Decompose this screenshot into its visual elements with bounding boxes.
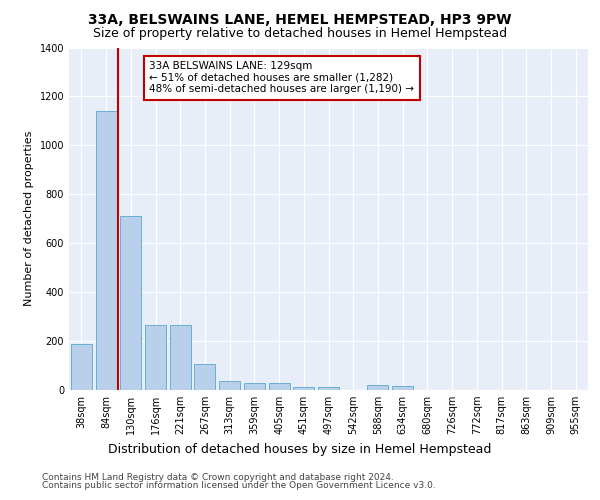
- Bar: [219, 382, 240, 390]
- Text: Contains HM Land Registry data © Crown copyright and database right 2024.: Contains HM Land Registry data © Crown c…: [42, 472, 394, 482]
- Bar: [194, 364, 215, 390]
- Bar: [293, 386, 314, 390]
- Bar: [367, 385, 388, 390]
- Bar: [95, 111, 116, 390]
- Bar: [269, 384, 290, 390]
- Y-axis label: Number of detached properties: Number of detached properties: [24, 131, 34, 306]
- Bar: [71, 344, 92, 390]
- Bar: [170, 325, 191, 390]
- Text: Distribution of detached houses by size in Hemel Hempstead: Distribution of detached houses by size …: [109, 442, 491, 456]
- Text: Contains public sector information licensed under the Open Government Licence v3: Contains public sector information licen…: [42, 481, 436, 490]
- Bar: [392, 386, 413, 390]
- Bar: [120, 216, 141, 390]
- Bar: [145, 325, 166, 390]
- Text: 33A, BELSWAINS LANE, HEMEL HEMPSTEAD, HP3 9PW: 33A, BELSWAINS LANE, HEMEL HEMPSTEAD, HP…: [88, 12, 512, 26]
- Text: Size of property relative to detached houses in Hemel Hempstead: Size of property relative to detached ho…: [93, 28, 507, 40]
- Text: 33A BELSWAINS LANE: 129sqm
← 51% of detached houses are smaller (1,282)
48% of s: 33A BELSWAINS LANE: 129sqm ← 51% of deta…: [149, 61, 415, 94]
- Bar: [318, 387, 339, 390]
- Bar: [244, 383, 265, 390]
